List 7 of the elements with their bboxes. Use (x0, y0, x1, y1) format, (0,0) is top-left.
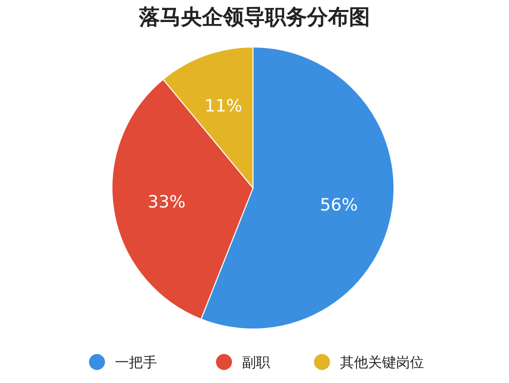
legend-label: 其他关键岗位 (340, 354, 424, 371)
chart-title: 落马央企领导职务分布图 (138, 4, 370, 29)
legend-label: 一把手 (115, 354, 157, 371)
data-label: 11% (204, 96, 242, 117)
legend-label: 副职 (242, 354, 270, 371)
data-label: 56% (320, 195, 358, 216)
data-label: 33% (148, 192, 186, 213)
